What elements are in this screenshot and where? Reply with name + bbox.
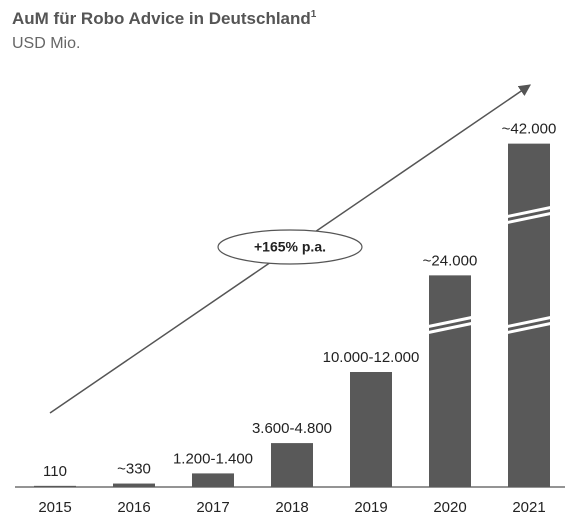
chart-title: AuM für Robo Advice in Deutschland1 (12, 9, 317, 29)
x-tick-label: 2021 (512, 499, 545, 516)
data-label: 110 (43, 463, 67, 480)
x-tick-label: 2020 (433, 499, 466, 516)
annotation: +165% p.a. (254, 239, 326, 255)
annotation-ellipse (217, 229, 363, 265)
chart-subtitle: USD Mio. (12, 35, 80, 52)
data-label: ~330 (117, 461, 151, 478)
x-tick-label: 2018 (275, 499, 308, 516)
axis-break (425, 315, 475, 335)
data-label: 3.600-4.800 (252, 420, 332, 437)
data-label: 10.000-12.000 (323, 349, 420, 366)
bar (508, 143, 550, 488)
data-label: ~42.000 (502, 121, 557, 138)
bar (429, 275, 471, 487)
bar (192, 473, 234, 487)
data-label: 1.200-1.400 (173, 450, 253, 467)
bar (113, 483, 155, 487)
axis-break (504, 315, 554, 335)
data-label: ~24.000 (423, 252, 478, 269)
bar (34, 485, 76, 487)
bar (271, 443, 313, 487)
x-tick-label: 2016 (117, 499, 150, 516)
x-tick-label: 2015 (38, 499, 71, 516)
axis-break (504, 205, 554, 225)
bar (350, 372, 392, 487)
x-tick-label: 2019 (354, 499, 387, 516)
x-tick-label: 2017 (196, 499, 229, 516)
